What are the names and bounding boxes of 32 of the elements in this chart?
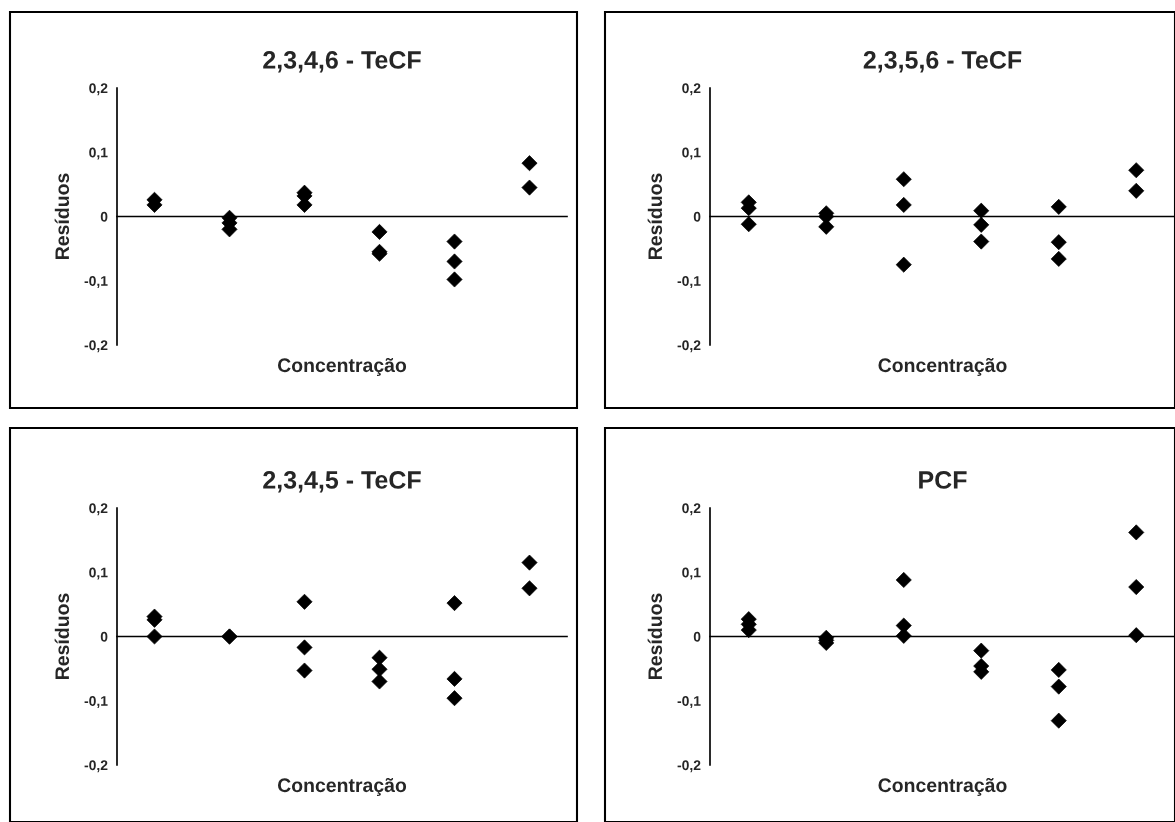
y-axis-title: Resíduos [647, 173, 663, 259]
y-tick-label: 0,1 [89, 567, 108, 580]
y-tick-label: -0,2 [84, 760, 108, 773]
y-axis-title: Resíduos [54, 593, 70, 679]
y-tick-label: 0,2 [89, 83, 108, 96]
y-tick-label: -0,2 [84, 340, 108, 353]
y-axis-title: Resíduos [647, 593, 663, 679]
y-tick-label: 0,2 [682, 83, 701, 96]
y-tick-label: 0 [693, 211, 701, 222]
y-axis-title: Resíduos [54, 173, 70, 259]
y-tick-label: 0 [693, 631, 701, 642]
y-tick-label: -0,1 [677, 276, 701, 288]
y-tick-label: -0,1 [84, 276, 108, 288]
y-tick-label: 0,1 [682, 147, 701, 160]
x-axis-title: Concentração [878, 777, 1007, 796]
chart-title: PCF [919, 471, 967, 489]
x-axis-title: Concentração [878, 357, 1007, 376]
y-tick-label: -0,1 [84, 696, 108, 708]
y-tick-label: 0,2 [682, 503, 701, 516]
y-tick-label: -0,1 [677, 696, 701, 708]
y-tick-label: 0,1 [682, 567, 701, 580]
chart-title: 2,3,4,6 - TeCF [263, 51, 421, 73]
y-tick-label: -0,2 [677, 340, 701, 353]
chart-title: 2,3,4,5 - TeCF [263, 471, 421, 493]
y-tick-label: 0,1 [89, 147, 108, 160]
x-axis-title: Concentração [277, 357, 407, 376]
chart-title: 2,3,5,6 - TeCF [863, 51, 1022, 73]
y-tick-label: 0 [100, 211, 108, 222]
y-tick-label: -0,2 [677, 760, 701, 773]
y-tick-label: 0 [100, 631, 108, 642]
x-axis-title: Concentração [277, 777, 407, 796]
y-tick-label: 0,2 [89, 503, 108, 516]
